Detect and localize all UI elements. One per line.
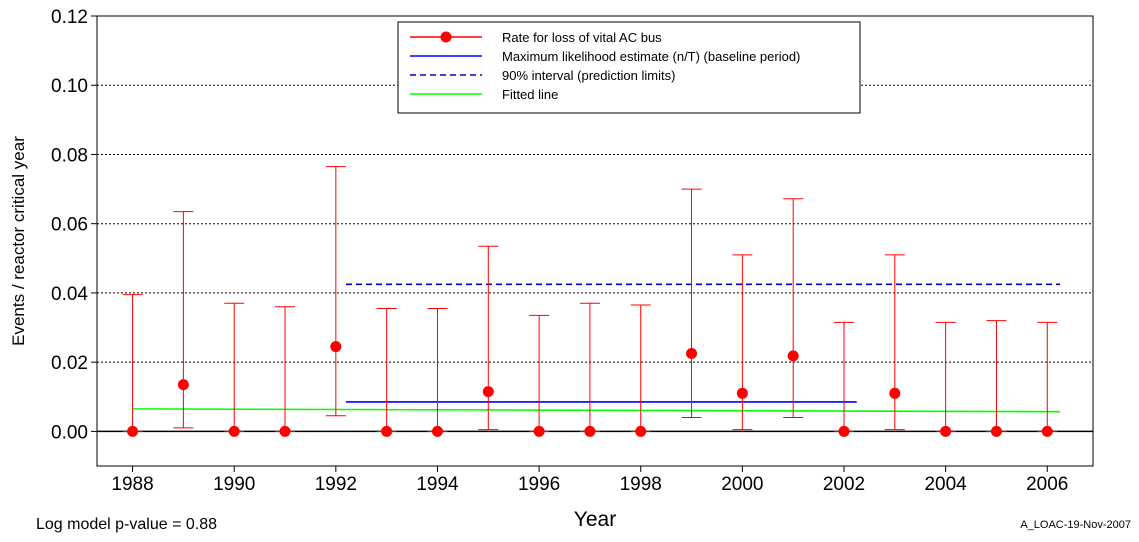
- series-lines: [132, 283, 1060, 413]
- x-tick-label: 1990: [213, 474, 255, 495]
- y-tick-label: 0.00: [51, 422, 88, 443]
- data-point: [279, 425, 291, 437]
- x-tick-label: 1992: [315, 474, 357, 495]
- y-tick-label: 0.02: [51, 353, 88, 374]
- data-point: [787, 350, 799, 362]
- data-point: [381, 425, 393, 437]
- data-point: [838, 425, 850, 437]
- data-points: [127, 341, 1053, 437]
- data-point: [330, 341, 342, 353]
- x-tick-label: 2004: [924, 474, 967, 495]
- y-tick-label: 0.08: [51, 145, 88, 166]
- legend-label: Maximum likelihood estimate (n/T) (basel…: [502, 49, 800, 64]
- legend-label: 90% interval (prediction limits): [502, 68, 675, 83]
- x-tick-label: 2000: [721, 474, 763, 495]
- data-point: [228, 425, 240, 437]
- data-point: [889, 387, 901, 399]
- figure-id-stamp: A_LOAC-19-Nov-2007: [1020, 519, 1131, 531]
- axes: 0.00 0.02 0.04 0.06 0.08 0.10 0.12 1988 1990 1992…: [51, 7, 1068, 495]
- data-point: [482, 386, 494, 398]
- y-tick-label: 0.06: [51, 215, 88, 236]
- legend-label: Rate for loss of vital AC bus: [502, 30, 662, 45]
- y-tick-label: 0.12: [51, 7, 88, 28]
- plot-area: [96, 15, 1094, 467]
- x-axis-label: Year: [574, 508, 616, 531]
- x-tick-label: 1988: [111, 474, 153, 495]
- error-bars: [122, 166, 1058, 432]
- legend-swatch-marker: [440, 31, 452, 43]
- x-tick-label: 2006: [1026, 474, 1068, 495]
- y-axis-label: Events / reactor critical year: [9, 136, 28, 346]
- data-point: [990, 425, 1002, 437]
- data-point: [1041, 425, 1053, 437]
- x-tick-label: 1994: [416, 474, 459, 495]
- y-tick-label: 0.04: [51, 284, 88, 305]
- legend: Rate for loss of vital AC bus Maximum lik…: [397, 21, 861, 114]
- data-point: [431, 425, 443, 437]
- data-point: [940, 425, 952, 437]
- y-tick-label: 0.10: [51, 76, 88, 97]
- fitted-line: [132, 408, 1060, 413]
- data-point: [584, 425, 596, 437]
- data-point: [127, 425, 139, 437]
- data-point: [635, 425, 647, 437]
- x-tick-label: 1998: [620, 474, 662, 495]
- p-value-note: Log model p-value = 0.88: [36, 516, 218, 533]
- x-tick-label: 1996: [518, 474, 560, 495]
- data-point: [533, 425, 545, 437]
- data-point: [177, 379, 189, 391]
- x-tick-label: 2002: [823, 474, 865, 495]
- legend-label: Fitted line: [502, 87, 558, 102]
- data-point: [686, 348, 698, 359]
- data-point: [736, 387, 748, 399]
